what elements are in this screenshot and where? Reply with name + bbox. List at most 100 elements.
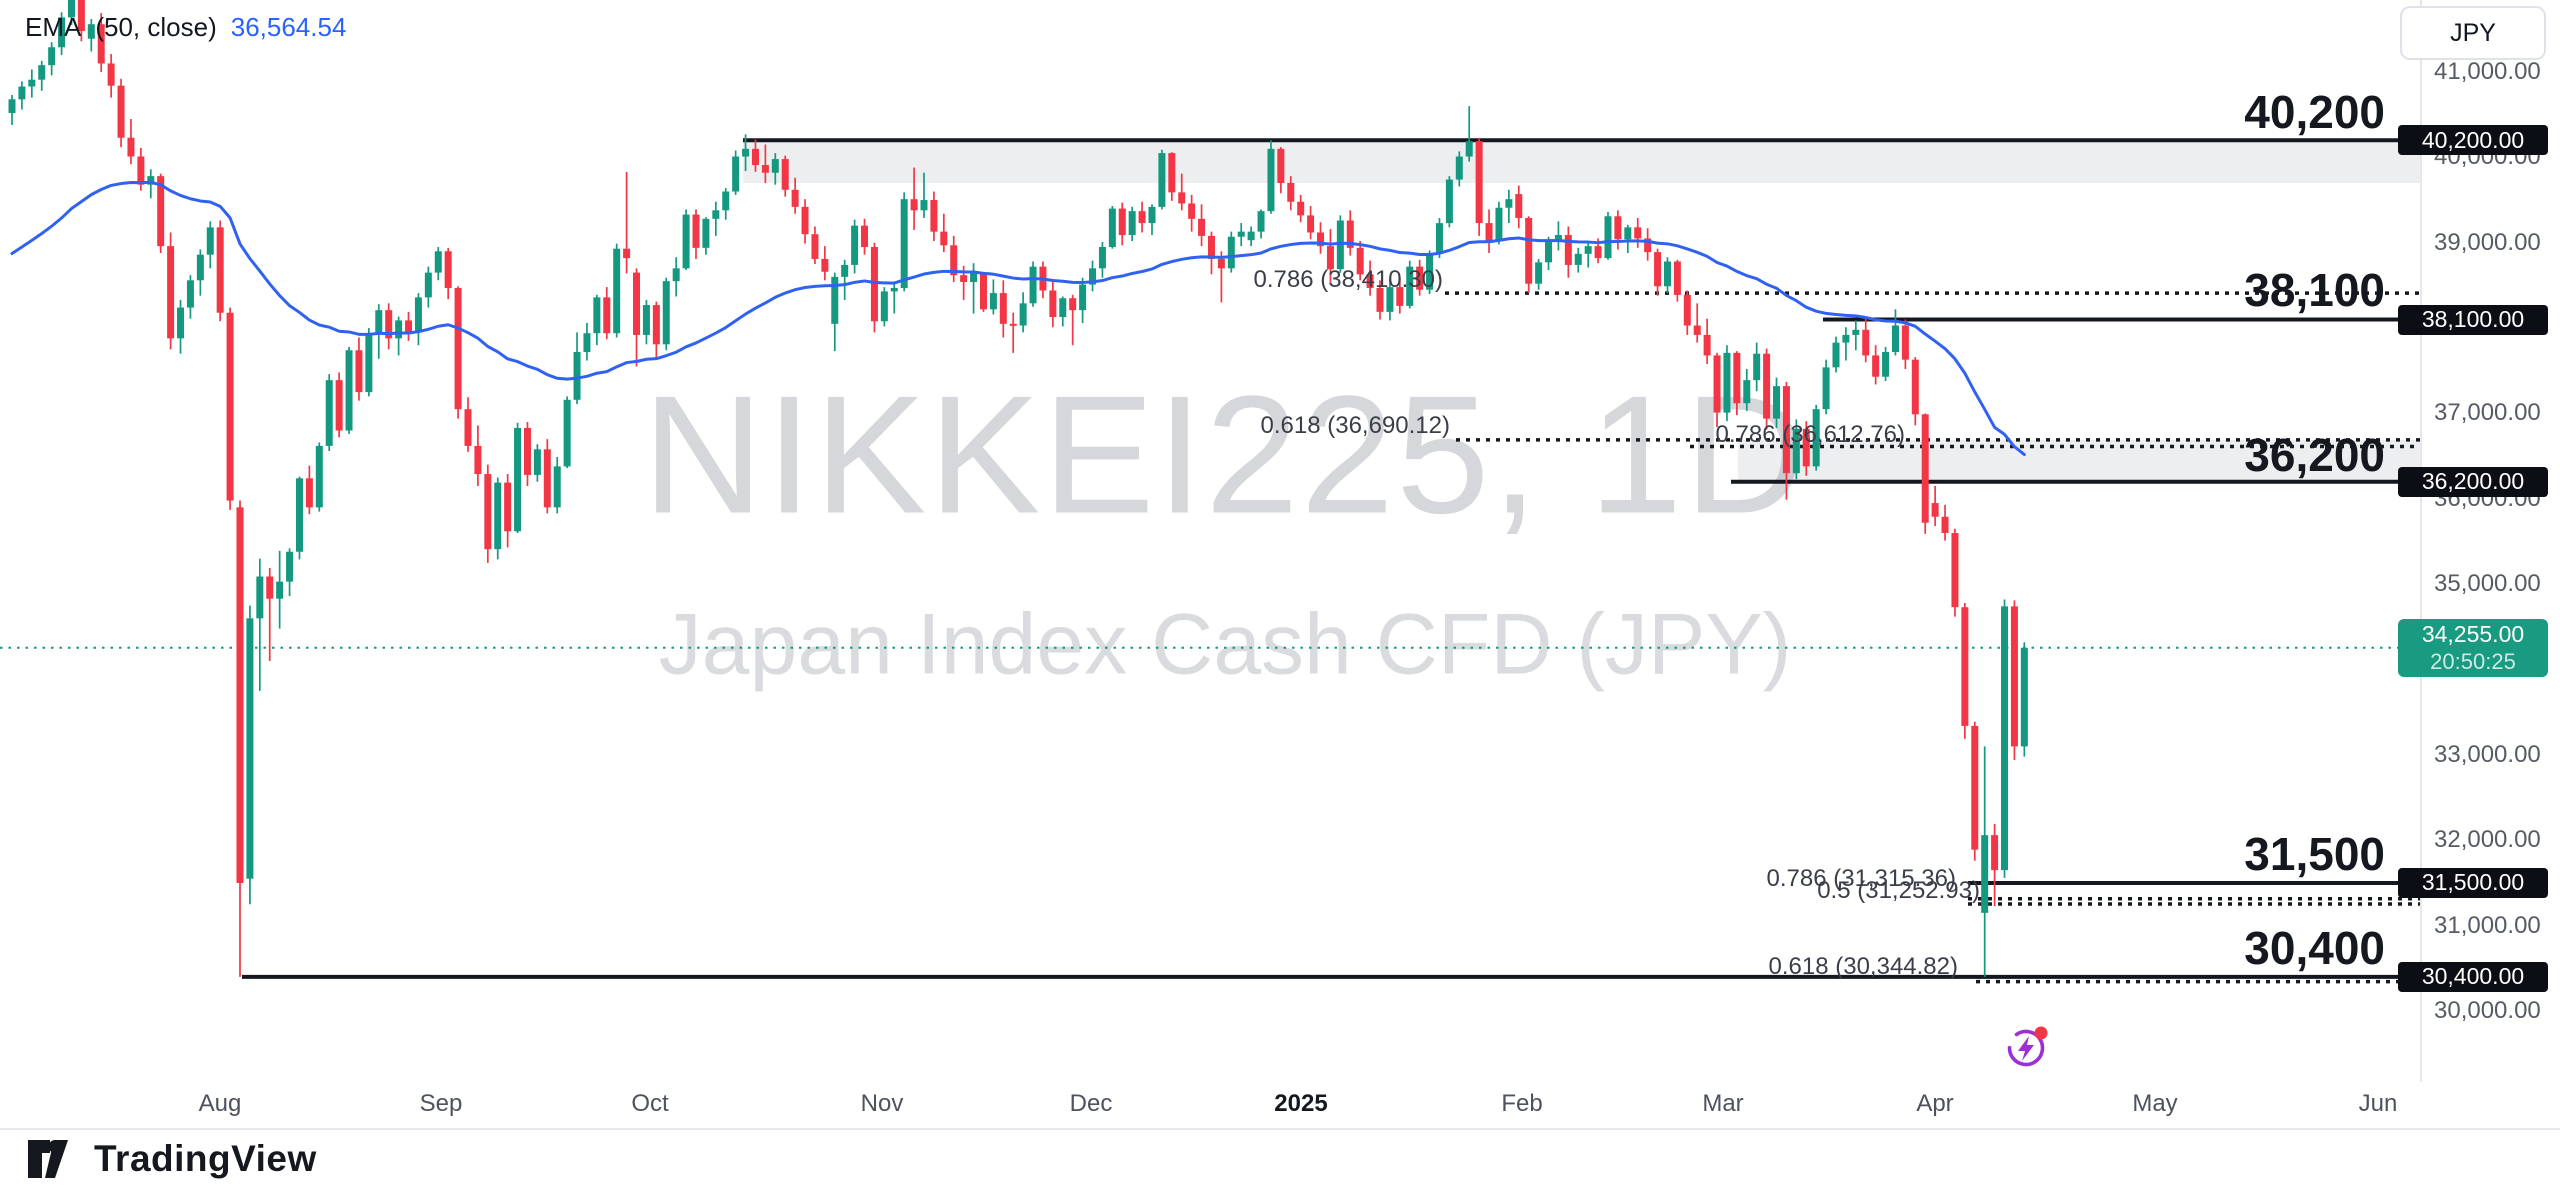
candle [2010,606,2018,747]
candle [395,320,403,339]
candle [890,287,898,292]
candle [1445,179,1453,224]
candle [1743,380,1751,404]
candle [1406,266,1414,306]
candle [920,200,928,211]
candlestick-chart-canvas[interactable]: 0.786 (38,410.30) 0.618 (36,690.12) 0.786 … [0,0,2420,1125]
currency-label: JPY [2450,18,2496,47]
candle [583,333,591,352]
candle [593,297,601,334]
indicator-legend[interactable]: EMA (50, close) 36,564.54 [25,12,346,43]
candle [1981,835,1989,913]
tradingview-logo-link[interactable]: TradingView [28,1138,317,1180]
event-lightning-icon[interactable] [2004,1024,2050,1070]
candle [563,399,571,467]
candle [504,482,512,532]
candle [1782,386,1790,474]
candle [1683,294,1691,326]
candle [345,350,353,431]
candle [18,86,26,100]
candle [1267,148,1275,212]
price-tick-label: 33,000.00 [2434,740,2541,768]
candle [1545,241,1553,263]
candle [1842,334,1850,343]
candle [137,156,145,185]
candle [1703,334,1711,356]
candle [28,79,36,87]
month-label: Dec [1069,1090,1113,1117]
candle [870,246,878,322]
candle [1465,141,1473,157]
price-level-label: 40,200 [2244,86,2385,138]
candle [1108,208,1116,247]
candle [1634,227,1642,239]
indicator-settings: (50, close) [95,12,217,42]
candle [1763,353,1771,419]
candle [1059,298,1067,317]
ema-line[interactable] [10,180,2026,457]
candle [543,449,551,508]
candle [662,281,670,345]
time-axis[interactable]: Aug Sep Oct Nov Dec 2025 Feb Mar Apr May Jun [0,1082,2560,1127]
candle [1713,355,1721,413]
candle [1802,428,1810,467]
month-label: May [2132,1090,2178,1117]
candle [246,618,254,879]
price-tick-label: 31,000.00 [2434,911,2541,939]
candle [1317,232,1325,247]
candle [1505,199,1513,208]
candle [1128,211,1136,236]
candle [315,445,323,508]
currency-toggle-button[interactable]: JPY [2400,6,2546,60]
candle [1951,532,1959,608]
candle [979,273,987,310]
candle [1416,266,1424,290]
candle [8,99,16,113]
price-level-label: 30,400 [2244,922,2385,974]
candle [405,320,413,333]
month-label: Feb [1501,1090,1543,1117]
candle [672,268,680,282]
candle [1961,607,1969,726]
month-label: Aug [198,1090,242,1117]
candle [1168,153,1176,193]
fib-level-label: 0.786 (38,410.30) [1254,266,1443,293]
candle [286,551,294,582]
candle [67,0,75,18]
candle [633,272,641,335]
month-label: Oct [631,1090,669,1117]
candle [1307,215,1315,233]
candle [1654,252,1662,287]
candle [702,218,710,248]
price-tick-label: 32,000.00 [2434,826,2541,854]
candle [751,148,759,166]
candle [1773,386,1781,419]
candle [77,0,85,32]
footer-divider [0,1128,2560,1130]
candle [375,310,383,335]
price-axis[interactable]: 41,000.00 40,000.00 39,000.00 37,000.00 36,0… [2398,0,2560,1125]
candle [434,251,442,273]
fib-level-label: 0.618 (30,344.82) [1769,953,1958,980]
fib-level-label: 0.618 (36,690.12) [1261,412,1450,439]
candle [464,409,472,446]
candle [236,507,244,883]
candle [1198,218,1206,236]
candle [1733,352,1741,404]
chart-pane[interactable]: NIKKEI225, 1D Japan Index Cash CFD (JPY)… [0,0,2420,1125]
candle [177,307,185,339]
candle [771,159,779,173]
candle [305,478,313,508]
footer-bar: TradingView [0,1130,2560,1187]
candle [38,65,46,80]
candle [1931,503,1939,517]
tradingview-wordmark: TradingView [94,1137,317,1179]
candle [1564,235,1572,265]
candle [1455,156,1463,180]
candle [1158,153,1166,207]
candle [1693,325,1701,335]
candle [682,214,690,269]
candles-group[interactable] [8,0,2028,977]
candle [1227,236,1235,269]
